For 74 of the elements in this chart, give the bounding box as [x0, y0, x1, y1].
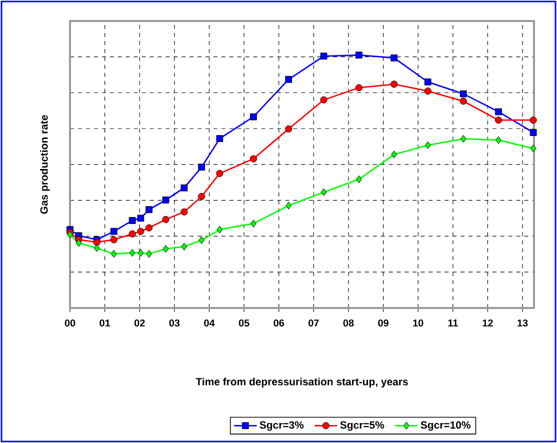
- point: [162, 196, 170, 204]
- point: [530, 144, 536, 152]
- point: [285, 76, 292, 83]
- point: [198, 236, 205, 244]
- point: [145, 224, 153, 232]
- point: [181, 242, 188, 250]
- legend-label: Sgcr=10%: [420, 421, 470, 431]
- x-tick-label: 09: [378, 319, 388, 327]
- y-axis-title: Gas production rate: [40, 115, 50, 214]
- point: [162, 216, 170, 224]
- point: [216, 226, 223, 234]
- point: [285, 125, 292, 132]
- point: [110, 236, 118, 244]
- point: [250, 220, 256, 228]
- point: [460, 90, 467, 98]
- point: [128, 217, 136, 224]
- point: [355, 52, 362, 59]
- point: [137, 214, 144, 222]
- point: [129, 249, 136, 257]
- point: [250, 155, 257, 162]
- x-tick-label: 13: [518, 319, 528, 327]
- point: [146, 206, 152, 214]
- point: [424, 78, 432, 86]
- point: [320, 52, 328, 60]
- legend-label: Sgcr=5%: [340, 421, 384, 431]
- x-tick-label: 05: [238, 319, 250, 327]
- x-tick-label: 03: [169, 319, 180, 327]
- point: [356, 175, 362, 184]
- point: [424, 87, 432, 95]
- point: [460, 98, 467, 105]
- point: [530, 116, 537, 124]
- point: [180, 208, 188, 216]
- point: [180, 184, 188, 192]
- point: [496, 136, 502, 144]
- point: [494, 116, 502, 124]
- point: [76, 239, 82, 247]
- x-tick-label: 04: [204, 319, 215, 327]
- point: [320, 188, 327, 196]
- point: [460, 134, 466, 143]
- x-tick-label: 08: [343, 319, 354, 327]
- point: [198, 164, 206, 171]
- point: [495, 108, 502, 116]
- point: [216, 170, 224, 177]
- x-tick-label: 06: [274, 319, 284, 327]
- point: [530, 129, 537, 136]
- point: [110, 228, 118, 235]
- point: [138, 249, 144, 257]
- point: [110, 250, 117, 258]
- point: [162, 244, 169, 253]
- point: [146, 250, 152, 258]
- point: [355, 84, 362, 92]
- point: [93, 238, 100, 246]
- x-tick-label: 01: [100, 319, 110, 327]
- point: [216, 135, 224, 142]
- point: [391, 150, 398, 158]
- point: [390, 54, 398, 62]
- point: [250, 113, 257, 120]
- x-tick-label: 07: [308, 319, 319, 327]
- x-axis-title: Time from depressurisation start-up, years: [196, 378, 408, 388]
- point: [94, 244, 100, 252]
- x-tick-label: 12: [482, 319, 493, 326]
- x-tick-label: 11: [448, 319, 458, 326]
- point: [198, 192, 206, 200]
- point: [390, 80, 398, 88]
- point: [286, 202, 292, 210]
- x-tick-label: 00: [64, 319, 76, 327]
- point: [320, 96, 328, 104]
- point: [128, 230, 136, 238]
- legend-label: Sgcr=3%: [260, 421, 304, 431]
- point: [137, 228, 144, 235]
- x-tick-label: 10: [413, 319, 424, 327]
- point: [67, 230, 73, 238]
- point: [424, 141, 431, 149]
- x-tick-label: 02: [134, 319, 145, 327]
